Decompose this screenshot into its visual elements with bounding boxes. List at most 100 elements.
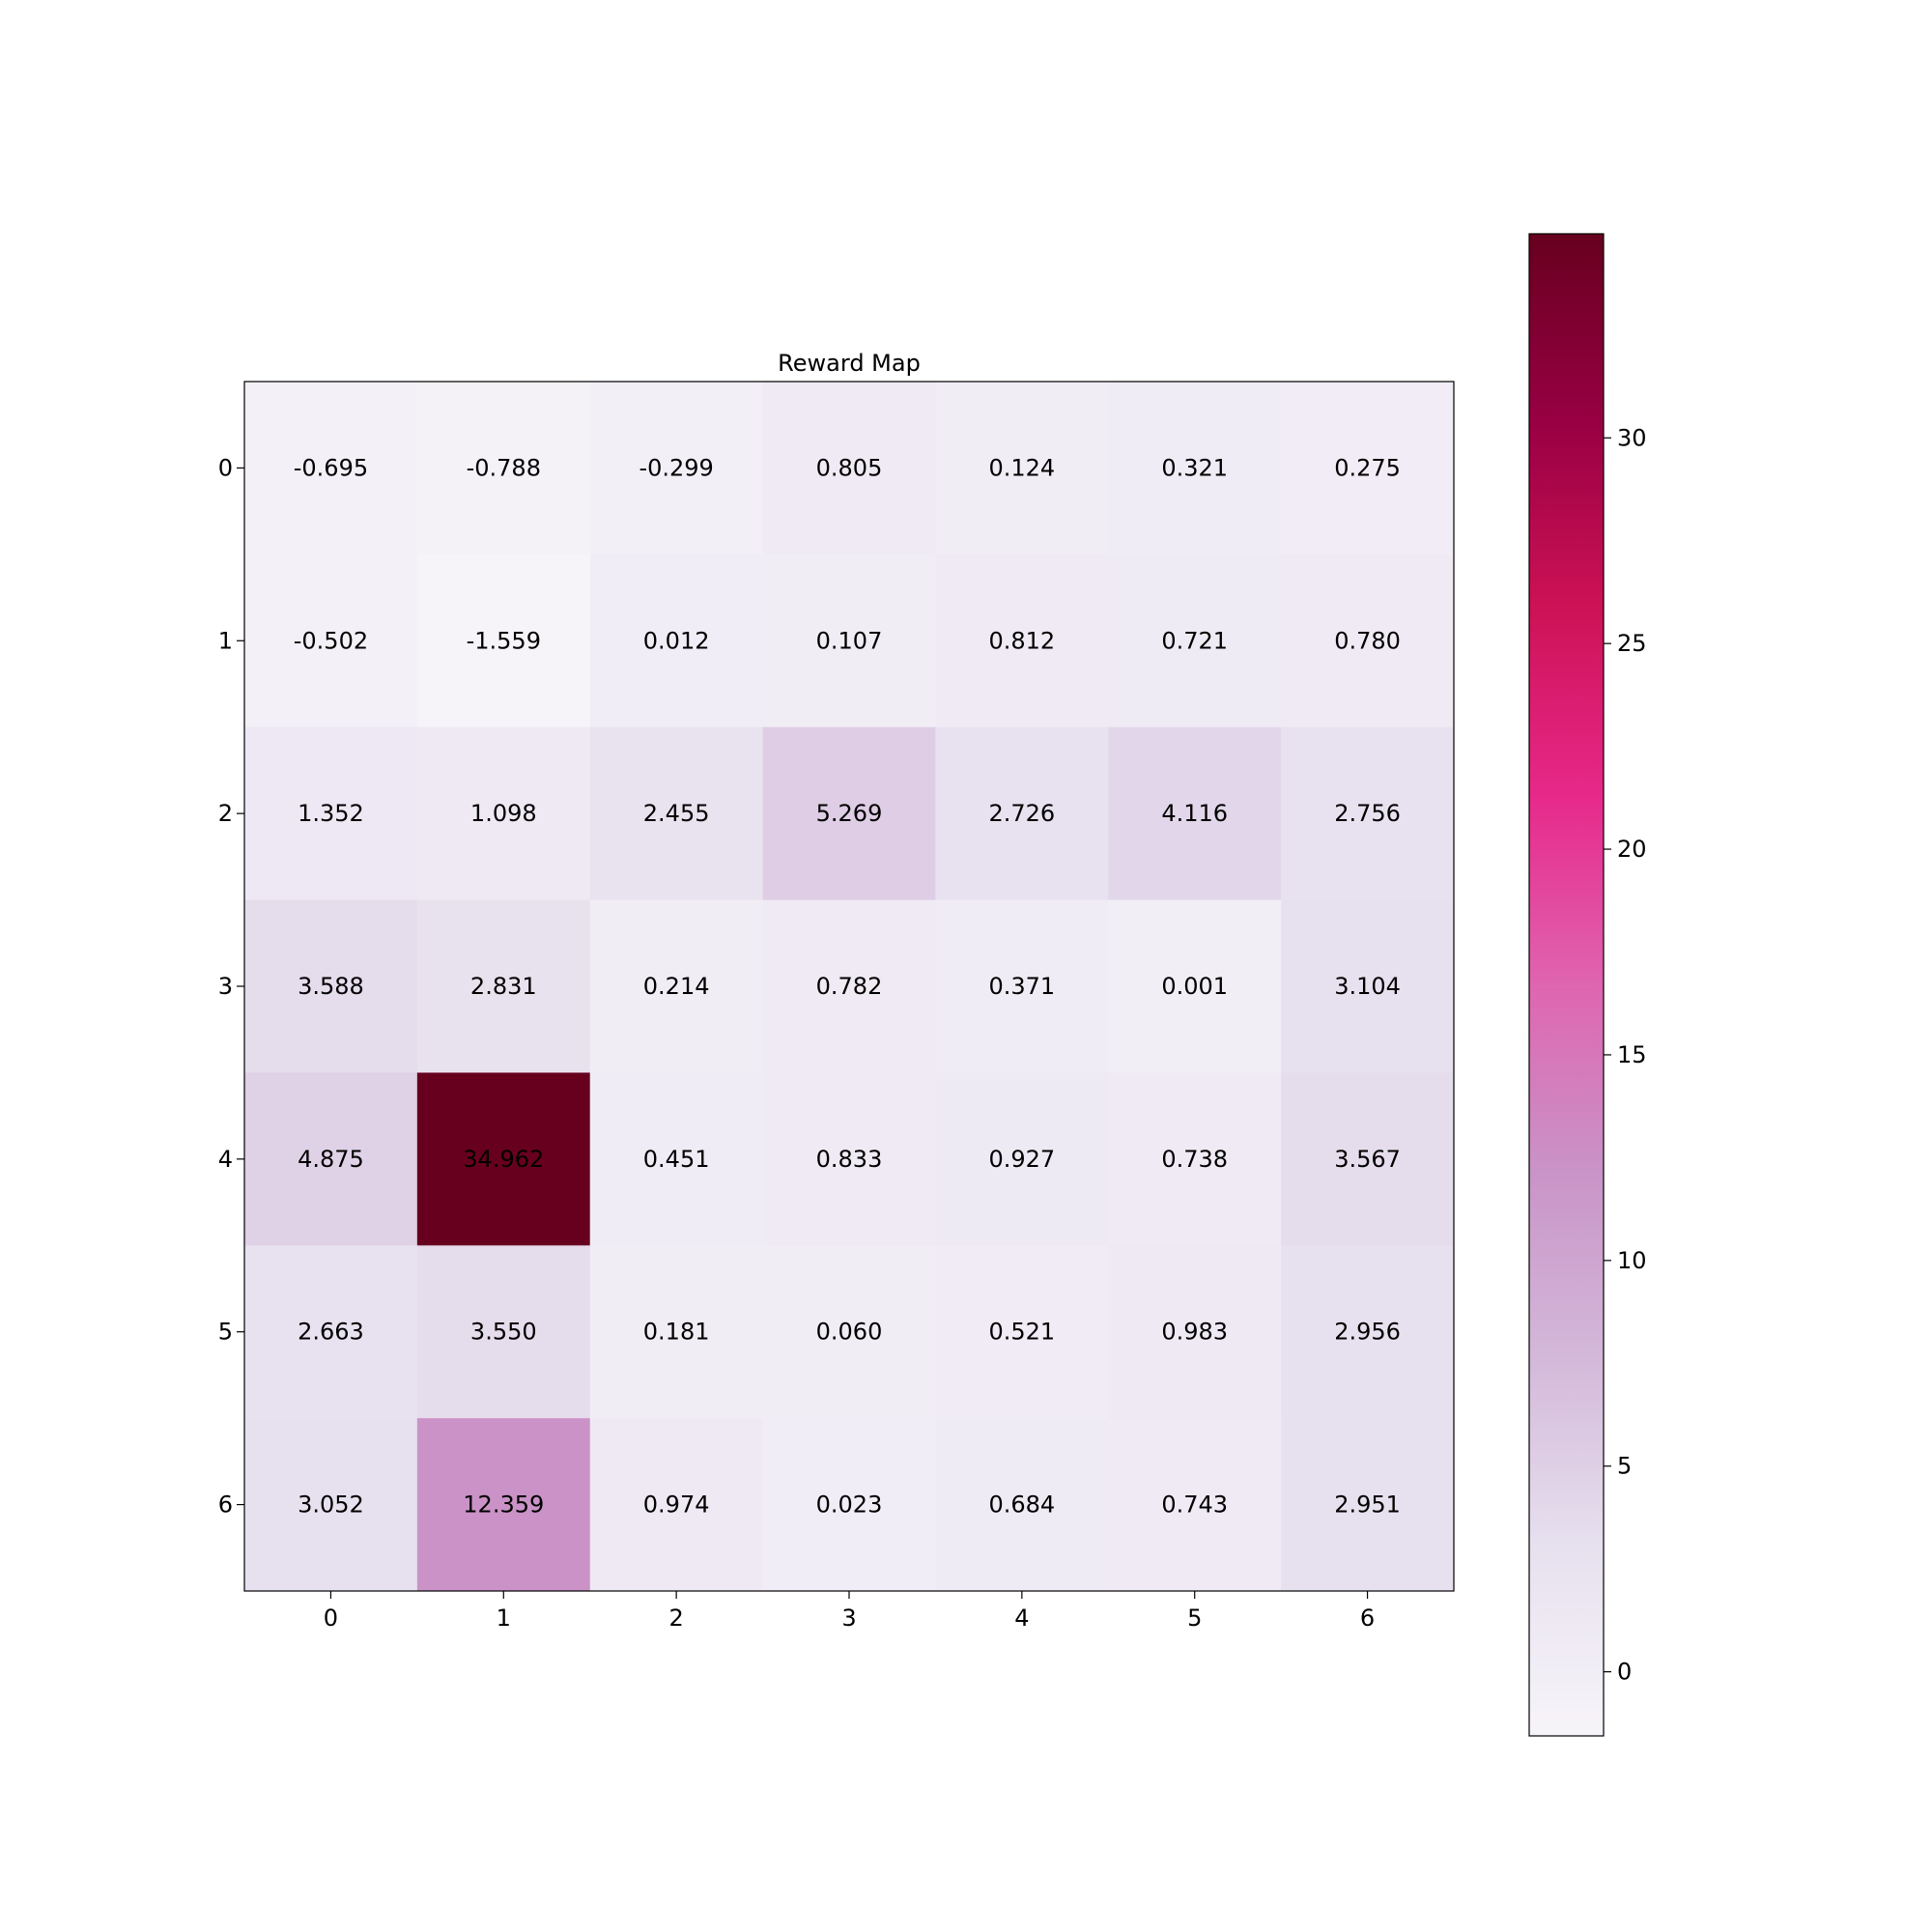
cell-value-label: 0.012	[643, 627, 710, 654]
heatmap-cell	[244, 726, 418, 901]
cell-value-label: 0.124	[988, 454, 1055, 481]
heatmap-cell	[1108, 899, 1282, 1073]
y-tick-label: 6	[218, 1492, 233, 1519]
heatmap-cell	[762, 899, 936, 1073]
x-axis: 0 1 2 3 4 5 6	[324, 1591, 1375, 1632]
y-tick-label: 5	[218, 1319, 233, 1346]
cell-value-label: 0.371	[988, 973, 1055, 1000]
heatmap-cell	[935, 899, 1109, 1073]
cell-value-label: 0.001	[1161, 973, 1228, 1000]
cell-value-label: 0.833	[816, 1146, 883, 1173]
colorbar-tick-label: 0	[1617, 1659, 1632, 1686]
heatmap-cell	[1108, 726, 1282, 901]
cell-value-label: 0.721	[1161, 627, 1228, 654]
x-tick-label: 4	[1014, 1605, 1029, 1632]
cell-value-label: -0.502	[294, 627, 368, 654]
cell-value-label: 2.726	[988, 800, 1055, 827]
heatmap-cell	[589, 1245, 764, 1419]
heatmap-cell	[244, 1072, 418, 1246]
cell-value-label: 2.831	[470, 973, 537, 1000]
heatmap-cell	[1281, 382, 1455, 555]
cell-value-label: -1.559	[467, 627, 541, 654]
x-tick-label: 3	[841, 1605, 856, 1632]
cell-value-label: 0.812	[988, 627, 1055, 654]
cell-value-label: 3.052	[298, 1492, 364, 1519]
heatmap-cell	[1281, 1245, 1455, 1419]
cell-value-label: 5.269	[816, 800, 883, 827]
cell-value-label: -0.299	[639, 454, 713, 481]
cell-value-label: 0.780	[1334, 627, 1401, 654]
heatmap-cell	[762, 1418, 936, 1592]
heatmap-cell	[589, 726, 764, 901]
cell-value-label: 2.951	[1334, 1492, 1401, 1519]
heatmap-cell	[589, 382, 764, 555]
heatmap-cell	[935, 1072, 1109, 1246]
heatmap-cell	[589, 554, 764, 728]
heatmap-cell	[589, 899, 764, 1073]
cell-value-label: 0.684	[988, 1492, 1055, 1519]
heatmap-cell	[1281, 1072, 1455, 1246]
heatmap-cell	[935, 382, 1109, 555]
heatmap-cell	[416, 382, 591, 555]
cell-value-label: -0.788	[467, 454, 541, 481]
cell-value-label: 4.875	[298, 1146, 364, 1173]
colorbar-tick-label: 15	[1617, 1041, 1647, 1068]
heatmap-cell	[244, 554, 418, 728]
heatmap-cell	[589, 1418, 764, 1592]
heatmap-cell	[416, 899, 591, 1073]
cell-value-label: 0.181	[643, 1319, 710, 1346]
cell-value-label: 34.962	[463, 1146, 544, 1173]
cell-value-label: 3.567	[1334, 1146, 1401, 1173]
cell-value-label: 0.521	[988, 1319, 1055, 1346]
y-tick-label: 3	[218, 973, 233, 1000]
cell-value-label: 0.983	[1161, 1319, 1228, 1346]
y-tick-label: 0	[218, 454, 233, 481]
cell-value-label: 0.927	[988, 1146, 1055, 1173]
cell-value-label: 2.756	[1334, 800, 1401, 827]
x-tick-label: 0	[324, 1605, 338, 1632]
cell-value-label: 0.805	[816, 454, 883, 481]
heatmap-cell	[244, 1418, 418, 1592]
cell-value-label: 0.743	[1161, 1492, 1228, 1519]
y-axis: 0 1 2 3 4 5 6	[218, 454, 244, 1519]
colorbar-tick-label: 25	[1617, 630, 1647, 657]
heatmap-cell	[416, 1418, 591, 1592]
colorbar-tick-label: 10	[1617, 1247, 1647, 1274]
heatmap-cell	[935, 554, 1109, 728]
y-tick-label: 1	[218, 627, 233, 654]
cell-value-label: 0.023	[816, 1492, 883, 1519]
heatmap-cell	[935, 1418, 1109, 1592]
heatmap-cell	[244, 899, 418, 1073]
heatmap-cell	[1281, 554, 1455, 728]
heatmap-cell	[1108, 554, 1282, 728]
heatmap-cell	[1281, 726, 1455, 901]
heatmap-cell	[1108, 1245, 1282, 1419]
cell-value-label: 4.116	[1161, 800, 1228, 827]
y-tick-label: 2	[218, 800, 233, 827]
heatmap-cell	[762, 382, 936, 555]
colorbar-frame	[1528, 233, 1605, 1737]
cell-value-label: 12.359	[463, 1492, 544, 1519]
cell-value-label: 1.098	[470, 800, 537, 827]
colorbar-gradient	[1529, 234, 1604, 1736]
heatmap-cell	[416, 1245, 591, 1419]
colorbar-tick-label: 5	[1617, 1453, 1632, 1480]
cell-value-label: 3.550	[470, 1319, 537, 1346]
cell-value-label: 0.321	[1161, 454, 1228, 481]
heatmap-cell	[416, 726, 591, 901]
x-tick-label: 5	[1187, 1605, 1202, 1632]
cell-value-label: 0.214	[643, 973, 710, 1000]
heatmap-cell	[1108, 382, 1282, 555]
cell-value-label: 0.782	[816, 973, 883, 1000]
heatmap-cells	[244, 382, 1455, 1592]
heatmap-cell	[1108, 1418, 1282, 1592]
x-tick-label: 1	[497, 1605, 511, 1632]
heatmap-cell	[762, 1245, 936, 1419]
cell-value-label: 0.738	[1161, 1146, 1228, 1173]
heatmap-cell	[762, 1072, 936, 1246]
x-tick-label: 6	[1360, 1605, 1375, 1632]
cell-value-label: 3.104	[1334, 973, 1401, 1000]
colorbar-tick-label: 20	[1617, 836, 1647, 863]
heatmap-cell	[935, 1245, 1109, 1419]
